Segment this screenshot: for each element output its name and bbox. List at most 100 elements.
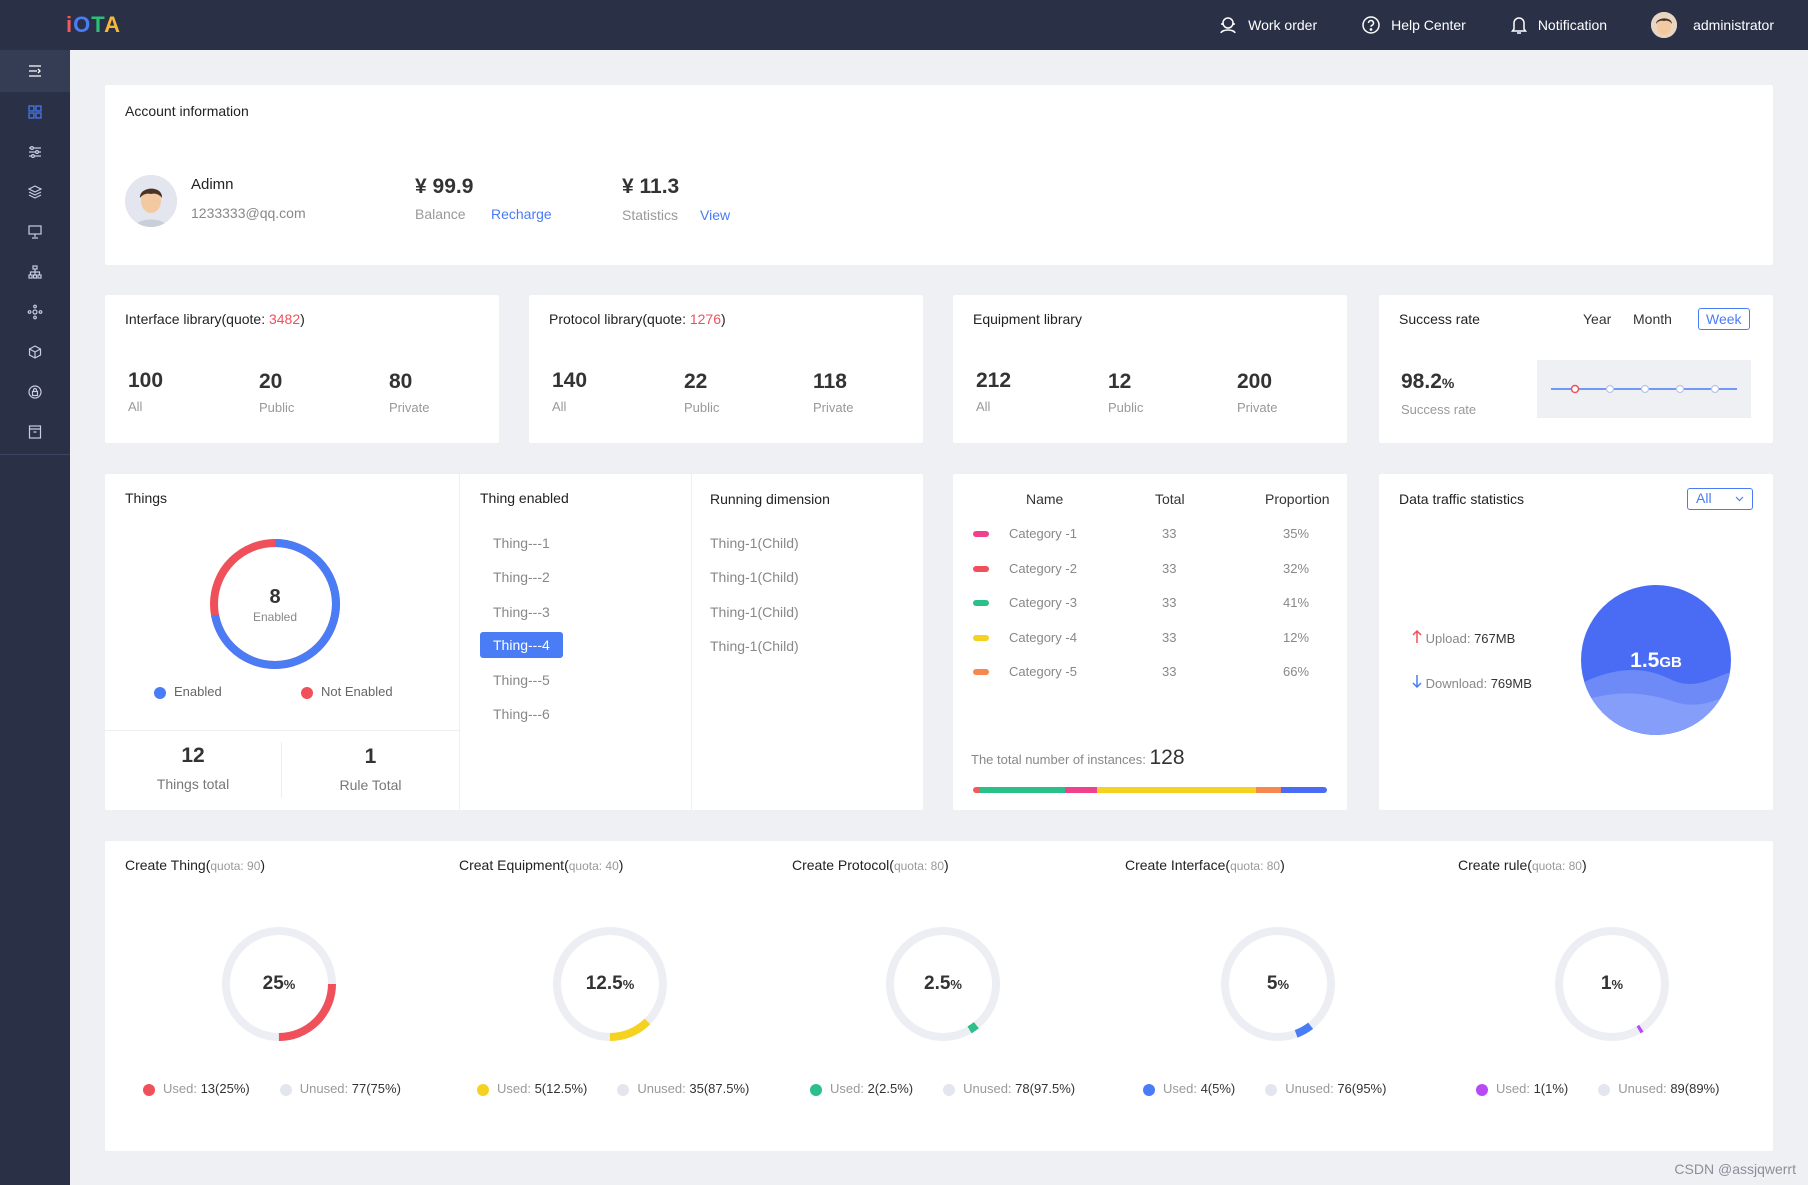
quota-gauge xyxy=(1555,927,1669,1041)
sidebar-item-settings[interactable] xyxy=(0,132,70,172)
tab-week[interactable]: Week xyxy=(1698,308,1750,330)
unused-label: Unused: xyxy=(1285,1081,1338,1096)
sidebar-item-network[interactable] xyxy=(0,252,70,292)
help-center-link[interactable]: Help Center xyxy=(1361,15,1466,35)
sidebar-toggle[interactable] xyxy=(0,50,70,92)
user-menu[interactable]: administrator xyxy=(1651,12,1774,38)
running-list-item[interactable]: Thing-1(Child) xyxy=(710,569,799,585)
category-color-indicator xyxy=(973,566,989,572)
quote-value: 3482 xyxy=(268,311,301,327)
instances-stacked-bar xyxy=(973,787,1327,793)
statistics-label: Statistics xyxy=(622,207,679,223)
quota-percent-value: 25 xyxy=(262,973,284,994)
thing-list-item[interactable]: Thing---3 xyxy=(493,604,550,620)
success-number: 98.2 xyxy=(1401,370,1442,393)
top-bar: iOTA Work order Help Center Notification… xyxy=(0,0,1808,50)
unused-value: 76(95%) xyxy=(1337,1081,1387,1096)
recharge-link[interactable]: Recharge xyxy=(491,206,552,222)
category-total: 33 xyxy=(1162,664,1177,679)
running-list-item[interactable]: Thing-1(Child) xyxy=(710,604,799,620)
quota-percent-value: 12.5 xyxy=(585,973,623,994)
sidebar-item-nodes[interactable] xyxy=(0,292,70,332)
category-name: Category -5 xyxy=(1009,664,1077,679)
unused-value: 89(89%) xyxy=(1670,1081,1720,1096)
quota-limit: quota: 40 xyxy=(568,859,619,873)
app-logo[interactable]: iOTA xyxy=(66,12,121,38)
used-label: Used: xyxy=(497,1081,535,1096)
quota-limit: quota: 90 xyxy=(210,859,261,873)
view-link[interactable]: View xyxy=(700,207,731,223)
all-label: All xyxy=(976,399,991,414)
quota-title-text: Create Thing xyxy=(125,857,206,873)
download-label: Download: xyxy=(1425,676,1488,691)
gauge-track xyxy=(1555,927,1669,1041)
help-icon xyxy=(1362,16,1380,34)
public-label: Public xyxy=(259,400,295,415)
quota-title-text: Create Interface xyxy=(1125,857,1226,873)
divider xyxy=(691,474,692,810)
category-color-indicator xyxy=(973,669,989,675)
unused-dot xyxy=(1598,1083,1611,1096)
sidebar-item-dashboard[interactable] xyxy=(0,92,70,132)
notification-link[interactable]: Notification xyxy=(1510,15,1607,35)
thing-list-item[interactable]: Thing---6 xyxy=(493,706,550,722)
tab-month[interactable]: Month xyxy=(1633,311,1672,327)
thing-list-item[interactable]: Thing---5 xyxy=(493,672,550,688)
quote-label: quote: xyxy=(647,311,690,327)
unused-label: Unused: xyxy=(299,1081,352,1096)
running-list-item[interactable]: Thing-1(Child) xyxy=(710,535,799,551)
running-list-item[interactable]: Thing-1(Child) xyxy=(710,638,799,654)
unused-dot xyxy=(1265,1083,1278,1096)
unused-dot xyxy=(279,1083,292,1096)
sidebar-item-devices[interactable] xyxy=(0,212,70,252)
quota-gauge xyxy=(886,927,1000,1041)
notification-label: Notification xyxy=(1537,17,1608,33)
private-count: 80 xyxy=(389,370,413,393)
title-text: Protocol library( xyxy=(549,311,648,327)
stacked-bar-segment xyxy=(1280,787,1327,793)
quota-percent: 2.5% xyxy=(924,973,962,994)
quota-title: Create Protocol(quota: 80) xyxy=(792,857,949,873)
thing-list-item[interactable]: Thing---1 xyxy=(493,535,550,551)
sidebar-item-layers[interactable] xyxy=(0,172,70,212)
work-order-link[interactable]: Work order xyxy=(1218,15,1317,35)
things-title: Things xyxy=(125,490,168,506)
unused-value: 78(97.5%) xyxy=(1015,1081,1076,1096)
instances-total-value: 128 xyxy=(1149,746,1185,769)
success-rate-label: Success rate xyxy=(1401,402,1477,417)
gauge-arc xyxy=(553,927,667,1041)
things-center-value: 8 xyxy=(269,586,281,608)
account-name: Adimn xyxy=(191,176,234,193)
instances-total-label: The total number of instances: xyxy=(971,752,1146,767)
success-rate-card: Success rate Year Month Week 98.2% Succe… xyxy=(1379,295,1773,443)
sidebar-item-security[interactable] xyxy=(0,372,70,412)
sidebar-item-archive[interactable] xyxy=(0,412,70,452)
quota-gauge xyxy=(553,927,667,1041)
used-dot xyxy=(143,1083,155,1096)
things-card: Things 8 Enabled Enabled Not Enabled 12 … xyxy=(105,474,923,810)
thing-list-item[interactable]: Thing---2 xyxy=(493,569,550,585)
divider xyxy=(459,474,460,810)
protocol-library-card: Protocol library(quote: 1276) 140 All 22 P… xyxy=(529,295,923,443)
category-name: Category -2 xyxy=(1009,561,1077,576)
unused-label: Unused: xyxy=(1618,1081,1671,1096)
logo-letter: T xyxy=(91,12,105,37)
quota-title: Create Thing(quota: 90) xyxy=(125,857,266,873)
quota-limit: quota: 80 xyxy=(1531,859,1582,873)
account-card: Account information Adimn 1233333@qq.com… xyxy=(105,85,1773,265)
logo-letter: i xyxy=(66,12,74,37)
thing-list-item-selected[interactable]: Thing---4 xyxy=(480,632,563,658)
sidebar-item-package[interactable] xyxy=(0,332,70,372)
sliders-icon xyxy=(29,145,41,159)
traffic-filter-select[interactable]: All xyxy=(1687,488,1753,510)
quota-title-text: Create rule xyxy=(1458,857,1528,873)
category-name: Category -3 xyxy=(1009,595,1077,610)
stacked-bar-segment xyxy=(1065,787,1097,793)
rule-total-label: Rule Total xyxy=(339,777,402,793)
all-label: All xyxy=(128,399,143,414)
title-text: Interface library( xyxy=(125,311,227,327)
used-value: 2(2.5%) xyxy=(867,1081,914,1096)
quote-label: quote: xyxy=(226,311,269,327)
tab-year[interactable]: Year xyxy=(1583,311,1612,327)
public-label: Public xyxy=(1108,400,1144,415)
